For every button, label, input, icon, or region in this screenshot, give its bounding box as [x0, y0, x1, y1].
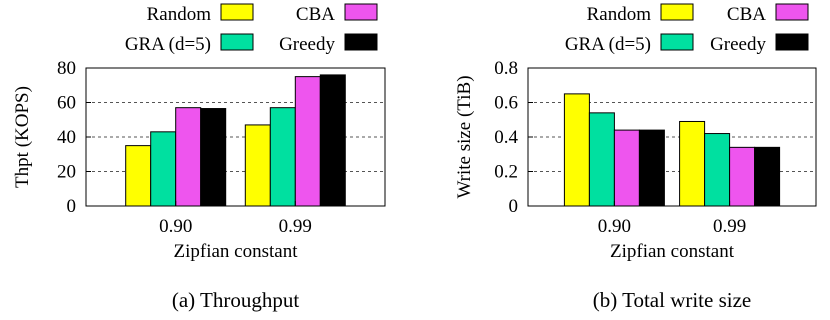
- legend-label-1-2: CBA: [727, 4, 766, 25]
- legend-label-1-3: Greedy: [710, 34, 766, 55]
- bar-greedy-0.99: [754, 146, 781, 207]
- x-tick-label-1-1: 0.99: [713, 216, 746, 237]
- caption-1: (b) Total write size: [593, 288, 752, 312]
- caption-0: (a) Throughput: [172, 288, 299, 312]
- y-tick-label-1-0: 0: [509, 196, 519, 217]
- bar-random-0.90: [563, 93, 590, 207]
- y-tick-label-0-2: 40: [57, 127, 76, 148]
- y-tick-label-0-1: 20: [57, 162, 76, 183]
- x-tick-label-1-0: 0.90: [598, 216, 631, 237]
- legend-label-1-1: GRA (d=5): [565, 34, 651, 55]
- legend-swatch-0-3: [344, 33, 378, 51]
- bar-random-0.90: [125, 145, 152, 207]
- legend-swatch-0-0: [220, 3, 254, 21]
- bar-cba-0.99: [294, 76, 321, 207]
- bar-cba-0.99: [729, 146, 756, 207]
- x-axis-label-1: Zipfian constant: [610, 241, 735, 262]
- legend-swatch-0-1: [220, 33, 254, 51]
- legend-swatch-1-0: [660, 3, 694, 21]
- bar-random-0.99: [679, 120, 706, 207]
- y-tick-label-0-4: 80: [57, 58, 76, 79]
- legend-label-1-0: Random: [587, 4, 652, 25]
- legend-swatch-1-2: [775, 3, 809, 21]
- bar-greedy-0.90: [638, 129, 665, 207]
- y-axis-label-1: Write size (TiB): [454, 75, 475, 198]
- y-tick-label-0-3: 60: [57, 93, 76, 114]
- bar-gra-d-5--0.90: [588, 112, 615, 207]
- y-axis-label-0: Thpt (KOPS): [12, 86, 33, 188]
- legend-swatch-0-2: [344, 3, 378, 21]
- bar-gra-d-5--0.99: [269, 107, 296, 207]
- bar-greedy-0.99: [319, 74, 346, 207]
- y-tick-label-1-4: 0.8: [494, 58, 518, 79]
- legend-swatch-1-1: [660, 33, 694, 51]
- bar-gra-d-5--0.99: [704, 133, 731, 207]
- y-tick-label-1-2: 0.4: [494, 127, 518, 148]
- y-tick-label-1-1: 0.2: [494, 162, 518, 183]
- bar-cba-0.90: [613, 129, 640, 207]
- y-tick-label-1-3: 0.6: [494, 93, 518, 114]
- bar-gra-d-5--0.90: [150, 131, 177, 207]
- legend-label-0-2: CBA: [296, 4, 335, 25]
- bar-greedy-0.90: [200, 108, 227, 207]
- y-tick-label-0-0: 0: [67, 196, 77, 217]
- legend-label-0-0: Random: [147, 4, 212, 25]
- x-tick-label-0-1: 0.99: [279, 216, 312, 237]
- x-axis-label-0: Zipfian constant: [174, 241, 299, 262]
- bar-random-0.99: [244, 124, 271, 207]
- legend-label-0-1: GRA (d=5): [125, 34, 211, 55]
- legend-swatch-1-3: [775, 33, 809, 51]
- legend-label-0-3: Greedy: [279, 34, 335, 55]
- x-tick-label-0-0: 0.90: [159, 216, 192, 237]
- bar-cba-0.90: [175, 107, 202, 207]
